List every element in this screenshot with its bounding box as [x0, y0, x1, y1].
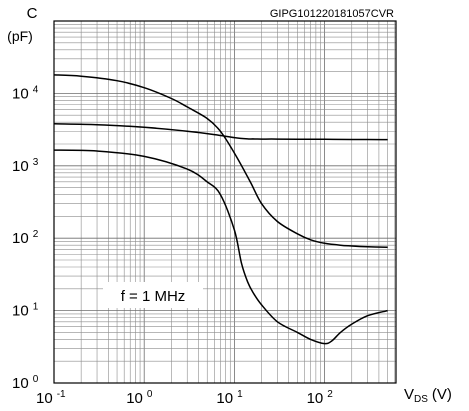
- y-tick-label: 10 4: [12, 84, 39, 102]
- series-line-2: [53, 123, 388, 141]
- x-tick-label: 10 1: [216, 389, 243, 407]
- x-tick-label: 10 -1: [36, 389, 66, 407]
- x-axis-label: VDS (V): [404, 386, 452, 405]
- x-axis-symbol: V: [404, 386, 414, 403]
- figure-code: GIPG101220181057CVR: [270, 8, 394, 20]
- grid: [53, 21, 396, 384]
- x-axis-subscript: DS: [414, 394, 428, 405]
- y-tick-label: 10 3: [12, 157, 39, 175]
- y-tick-label: 10 0: [12, 374, 39, 392]
- y-tick-label: 10 2: [12, 229, 39, 247]
- x-tick-labels: 10 -1 10 0 10 1 10 2: [36, 389, 333, 407]
- x-axis-unit: (V): [432, 386, 452, 403]
- frequency-annotation: f = 1 MHz: [121, 288, 186, 305]
- series-line-3: [53, 149, 388, 345]
- plot-frame: [53, 20, 397, 384]
- y-tick-label: 10 1: [12, 302, 39, 320]
- y-axis-symbol: C: [27, 5, 38, 22]
- series-line-1: [53, 74, 388, 248]
- curves: [53, 74, 388, 345]
- x-tick-label: 10 2: [307, 389, 334, 407]
- annotation-box: [103, 282, 203, 308]
- x-tick-label: 10 0: [126, 389, 153, 407]
- y-axis-unit: (pF): [7, 28, 33, 44]
